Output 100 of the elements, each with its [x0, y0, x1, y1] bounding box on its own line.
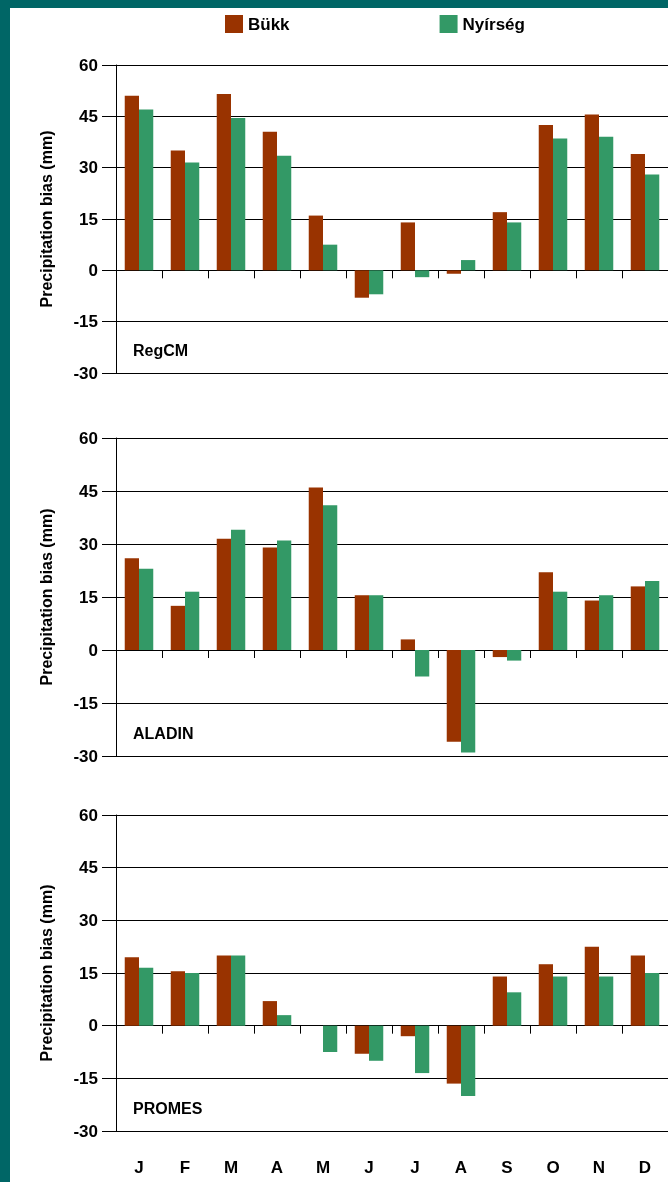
bar — [492, 212, 507, 271]
bar — [139, 109, 154, 271]
bar — [584, 946, 599, 1026]
bar — [277, 155, 292, 271]
bar — [507, 992, 522, 1026]
bar — [277, 540, 292, 650]
y-tick-label: 30 — [79, 534, 98, 554]
bar — [124, 558, 139, 650]
y-tick-label: 0 — [88, 640, 98, 660]
y-axis-title: Precipitation bias (mm) — [37, 508, 55, 686]
bar — [262, 1001, 277, 1026]
y-tick-label: 0 — [88, 1016, 98, 1036]
legend-label: Bükk — [248, 14, 291, 34]
y-axis-title: Precipitation bias (mm) — [37, 884, 55, 1062]
bar — [231, 529, 246, 650]
bar — [630, 955, 645, 1026]
bar — [599, 136, 614, 271]
bar — [354, 595, 369, 650]
bar — [446, 650, 461, 742]
bar — [415, 1025, 430, 1074]
bar — [645, 174, 660, 271]
y-tick-label: 45 — [79, 106, 98, 126]
bar — [645, 973, 660, 1026]
bar — [645, 581, 660, 650]
bar — [262, 547, 277, 650]
bar — [124, 95, 139, 271]
bar — [553, 138, 568, 271]
bar — [185, 162, 200, 271]
bar — [277, 1015, 292, 1026]
bar — [323, 244, 338, 271]
bar — [461, 650, 476, 753]
bar — [415, 650, 430, 677]
y-tick-label: 60 — [79, 55, 98, 75]
bar — [584, 600, 599, 650]
y-tick-label: 45 — [79, 858, 98, 878]
bar — [323, 1025, 338, 1052]
text: RegCM — [133, 341, 189, 359]
bar — [538, 124, 553, 271]
bar — [599, 976, 614, 1026]
x-tick-label: A — [270, 1158, 284, 1177]
bar — [492, 650, 507, 658]
y-tick-label: -30 — [73, 1121, 98, 1141]
bar — [170, 605, 185, 650]
bar — [630, 153, 645, 271]
y-tick-label: 60 — [79, 805, 98, 825]
y-tick-label: -15 — [73, 1068, 98, 1088]
text: ALADIN — [133, 724, 194, 742]
bar — [461, 1025, 476, 1096]
bar — [231, 955, 246, 1026]
bar — [446, 270, 461, 274]
y-tick-label: -30 — [73, 363, 98, 383]
bar — [354, 1025, 369, 1054]
x-tick-label: J — [364, 1158, 374, 1177]
y-tick-label: 45 — [79, 481, 98, 501]
y-tick-label: 15 — [79, 209, 98, 229]
x-tick-label: J — [410, 1158, 420, 1177]
x-tick-label: A — [454, 1158, 468, 1177]
bar — [507, 650, 522, 661]
text: PROMES — [133, 1099, 203, 1117]
x-tick-label: N — [592, 1158, 606, 1177]
bar — [354, 270, 369, 298]
y-tick-label: -15 — [73, 312, 98, 332]
y-tick-label: 0 — [88, 260, 98, 280]
y-axis-title: Precipitation bias (mm) — [37, 130, 55, 308]
bar — [185, 591, 200, 650]
bar — [400, 222, 415, 271]
bar — [415, 270, 430, 278]
bar — [231, 118, 246, 271]
x-tick-label: D — [638, 1158, 652, 1177]
x-tick-label: M — [315, 1158, 331, 1177]
bar — [170, 971, 185, 1026]
bar — [170, 150, 185, 271]
bar — [139, 568, 154, 650]
y-tick-label: 15 — [79, 587, 98, 607]
bar — [461, 260, 476, 271]
x-tick-label: O — [546, 1158, 560, 1177]
y-tick-label: -15 — [73, 693, 98, 713]
bar — [216, 94, 231, 271]
bar — [538, 964, 553, 1026]
legend-label: Nyírség — [462, 14, 525, 34]
bar — [630, 586, 645, 650]
bar — [216, 538, 231, 650]
bar — [369, 595, 384, 650]
bar — [262, 131, 277, 271]
bar — [369, 1025, 384, 1061]
bar — [369, 270, 384, 295]
bar — [507, 222, 522, 271]
x-tick-label: M — [223, 1158, 239, 1177]
bar — [139, 967, 154, 1026]
y-tick-label: 15 — [79, 963, 98, 983]
y-tick-label: 30 — [79, 158, 98, 178]
bar — [553, 591, 568, 650]
bar — [323, 505, 338, 650]
y-tick-label: 60 — [79, 428, 98, 448]
bar — [308, 487, 323, 650]
bar — [216, 955, 231, 1026]
y-tick-label: 30 — [79, 910, 98, 930]
bar — [400, 1025, 415, 1037]
bar — [492, 976, 507, 1026]
x-tick-label: F — [179, 1158, 191, 1177]
